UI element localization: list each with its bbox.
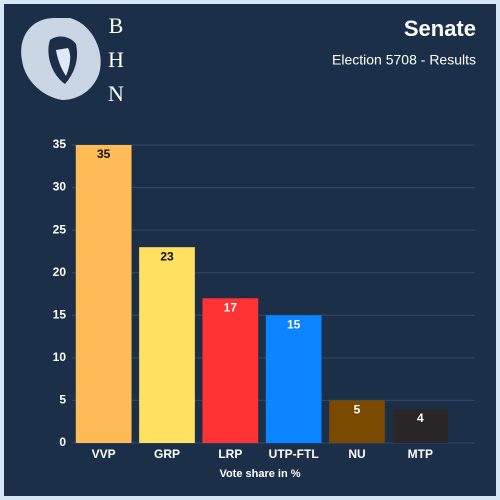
y-tick-label: 0 <box>59 435 66 449</box>
logo-letters: B H N <box>108 13 124 106</box>
y-tick-label: 5 <box>59 393 66 407</box>
bar <box>392 408 449 443</box>
x-tick-label: NU <box>348 447 365 461</box>
x-axis-label: Vote share in % <box>219 468 300 480</box>
value-label: 5 <box>354 403 361 417</box>
bar <box>265 315 322 443</box>
value-label: 35 <box>97 147 111 161</box>
logo-letter: B <box>109 13 124 38</box>
bar <box>329 400 385 443</box>
x-tick-label: UTP-FTL <box>269 447 319 461</box>
bar <box>202 298 259 443</box>
y-tick-label: 10 <box>53 350 67 364</box>
logo-letter: H <box>108 47 124 72</box>
value-label: 15 <box>287 317 301 331</box>
logo-letter: N <box>108 81 124 106</box>
value-label: 17 <box>224 300 238 314</box>
value-label: 4 <box>417 411 424 425</box>
x-tick-label: GRP <box>154 447 180 461</box>
x-tick-label: VVP <box>92 447 116 461</box>
y-tick-label: 20 <box>53 265 67 279</box>
bar <box>139 247 195 443</box>
x-tick-label: LRP <box>218 447 242 461</box>
logo-lion <box>21 18 101 100</box>
y-tick-label: 35 <box>53 137 67 151</box>
y-tick-label: 25 <box>53 222 67 236</box>
y-tick-label: 30 <box>53 180 67 194</box>
y-tick-label: 15 <box>53 307 67 321</box>
x-tick-label: MTP <box>408 447 433 461</box>
chart-title: Senate <box>404 16 476 41</box>
value-label: 23 <box>160 249 174 263</box>
bar <box>75 145 132 443</box>
chart-subtitle: Election 5708 - Results <box>332 52 476 68</box>
